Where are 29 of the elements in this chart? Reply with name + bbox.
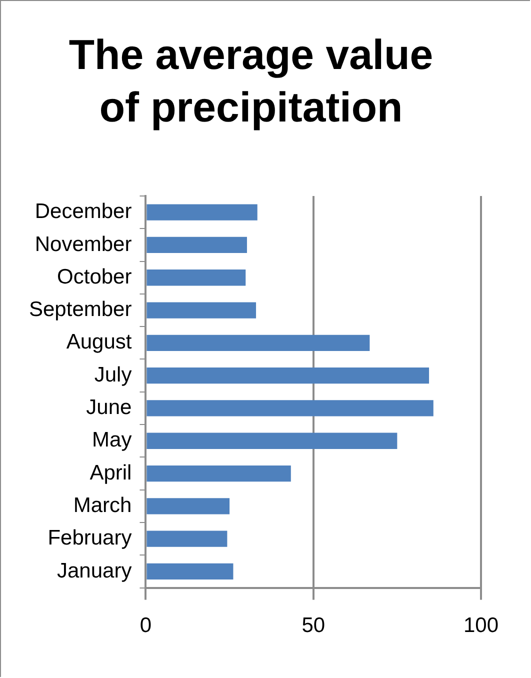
bar bbox=[146, 432, 398, 449]
y-tick-label: December bbox=[34, 200, 132, 224]
bar bbox=[146, 204, 258, 220]
y-tick-label: September bbox=[28, 298, 132, 322]
bar bbox=[146, 367, 430, 384]
y-tick-label: June bbox=[86, 396, 132, 420]
bar bbox=[146, 270, 246, 286]
x-tick-label: 100 bbox=[463, 614, 499, 638]
x-tick-label: 50 bbox=[302, 614, 326, 638]
bar bbox=[146, 563, 234, 580]
y-tick-label: March bbox=[73, 494, 132, 517]
y-tick-label: May bbox=[92, 428, 132, 452]
y-tick-label: November bbox=[34, 232, 132, 256]
bar bbox=[146, 302, 256, 318]
y-tick-label: January bbox=[57, 559, 132, 582]
x-tick-label: 0 bbox=[140, 614, 152, 638]
y-tick-label: October bbox=[57, 265, 132, 288]
bar bbox=[146, 498, 230, 514]
bar bbox=[146, 465, 291, 482]
bar bbox=[146, 400, 434, 416]
y-tick-label: February bbox=[48, 526, 132, 550]
bar bbox=[146, 530, 228, 547]
y-tick-label: August bbox=[66, 330, 132, 354]
text: The average value bbox=[68, 30, 434, 78]
y-tick-label: July bbox=[94, 363, 132, 386]
bar bbox=[146, 334, 370, 352]
y-tick-label: April bbox=[90, 461, 132, 484]
bar bbox=[146, 236, 247, 254]
text: of precipitation bbox=[99, 83, 403, 130]
